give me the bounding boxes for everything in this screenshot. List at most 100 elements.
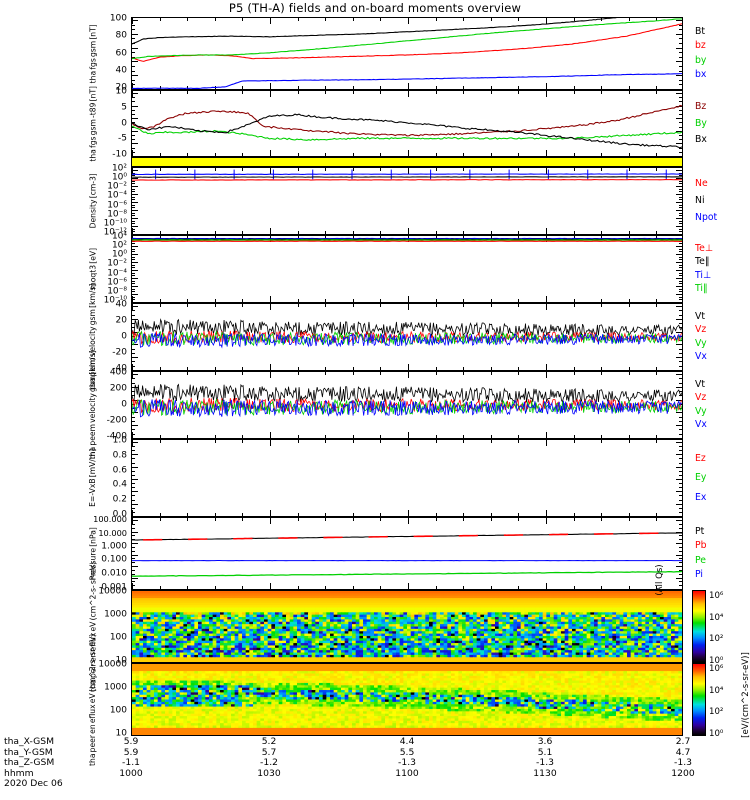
y-ticks-peem-velocity: 400 200 0 -200 -400 [71, 368, 127, 441]
tick-mark [325, 304, 327, 307]
tick-mark [490, 304, 492, 307]
tick-mark [297, 18, 299, 21]
tick-mark [352, 299, 354, 302]
tick-mark [242, 586, 244, 589]
tick-mark [676, 93, 682, 94]
tick-mark [380, 372, 382, 375]
tick-mark [132, 296, 133, 302]
tick-mark [297, 231, 299, 234]
legend-item-Ti: Ti‖ [695, 283, 708, 295]
tick-mark [132, 150, 133, 156]
tick-mark [656, 513, 658, 516]
tick-mark [132, 199, 135, 201]
tick-mark [435, 236, 437, 239]
tick-mark [132, 97, 135, 99]
tick-mark [408, 91, 409, 97]
y-tick-label: 0 [121, 331, 127, 342]
plot-panel-density [131, 167, 683, 235]
tick-mark [132, 304, 133, 310]
tick-mark [676, 479, 682, 480]
tick-mark [679, 24, 682, 26]
tick-mark [546, 518, 547, 524]
tick-mark [159, 86, 161, 89]
tick-mark [463, 18, 465, 21]
tick-mark [679, 175, 682, 177]
legend-item-Vx: Vx [695, 351, 707, 363]
tick-mark [270, 91, 271, 97]
tick-mark [132, 84, 135, 86]
tick-mark [676, 344, 682, 346]
legend-item-Bz: Bz [695, 100, 707, 112]
legend-item-bz: bz [695, 40, 706, 52]
tick-mark [679, 348, 682, 350]
tick-mark [325, 372, 327, 375]
tick-mark [676, 491, 682, 493]
tick-mark [297, 86, 299, 89]
tick-mark [132, 399, 138, 401]
tick-mark [352, 513, 354, 516]
tick-mark [214, 518, 216, 521]
tick-mark [518, 304, 520, 307]
tick-mark [159, 372, 161, 375]
tick-mark [132, 186, 138, 187]
tick-mark [325, 518, 327, 521]
tick-mark [132, 259, 135, 261]
y-tick-label: 0.010 [101, 568, 127, 579]
tick-mark [132, 220, 135, 222]
panel-plot-area [132, 664, 682, 735]
tick-mark [214, 153, 216, 156]
tick-mark [408, 168, 409, 174]
tick-mark [132, 352, 135, 354]
tick-mark [679, 352, 682, 354]
y-tick-label: 10² [111, 240, 127, 251]
bottom-axis-value: -1.3 [674, 757, 692, 769]
tick-mark [546, 440, 547, 446]
y-tick-label: 10⁻⁶ [107, 200, 127, 211]
tick-mark [679, 550, 682, 552]
tick-mark [408, 18, 409, 24]
tick-mark [435, 168, 437, 171]
tick-mark [435, 231, 437, 234]
tick-mark [187, 372, 189, 375]
tick-mark [463, 513, 465, 516]
tick-mark [676, 246, 682, 247]
tick-mark [132, 56, 135, 58]
tick-mark [490, 518, 492, 521]
tick-mark [679, 408, 682, 410]
y-tick-label: 0.6 [112, 465, 127, 476]
tick-mark [132, 254, 138, 255]
legend-item-Vx: Vx [695, 419, 707, 431]
tick-mark [676, 286, 682, 287]
tick-mark [676, 170, 682, 171]
tick-mark [679, 299, 682, 301]
tick-mark [132, 296, 135, 298]
tick-mark [132, 361, 135, 363]
tick-mark [679, 323, 682, 325]
tick-mark [132, 143, 138, 145]
tick-mark [242, 513, 244, 516]
bottom-axis-value: 3.6 [537, 736, 553, 747]
tick-mark [132, 378, 135, 380]
tick-mark [214, 435, 216, 438]
tick-mark [679, 416, 682, 418]
tick-mark [676, 331, 682, 333]
tick-mark [679, 199, 682, 201]
tick-mark [546, 150, 547, 156]
tick-mark [352, 586, 354, 589]
tick-mark [132, 344, 138, 346]
tick-mark [676, 47, 682, 49]
tick-mark [676, 357, 682, 359]
tick-mark [676, 130, 682, 132]
tick-mark [463, 367, 465, 370]
tick-mark [380, 231, 382, 234]
tick-mark [679, 314, 682, 316]
y-tick-label: 100.000 [93, 513, 127, 524]
tick-mark [679, 450, 682, 452]
tick-mark [132, 270, 138, 271]
tick-mark [679, 188, 682, 190]
tick-mark [435, 367, 437, 370]
tick-mark [573, 518, 575, 521]
tick-mark [132, 70, 135, 72]
tick-mark [679, 433, 682, 435]
tick-mark [380, 91, 382, 94]
